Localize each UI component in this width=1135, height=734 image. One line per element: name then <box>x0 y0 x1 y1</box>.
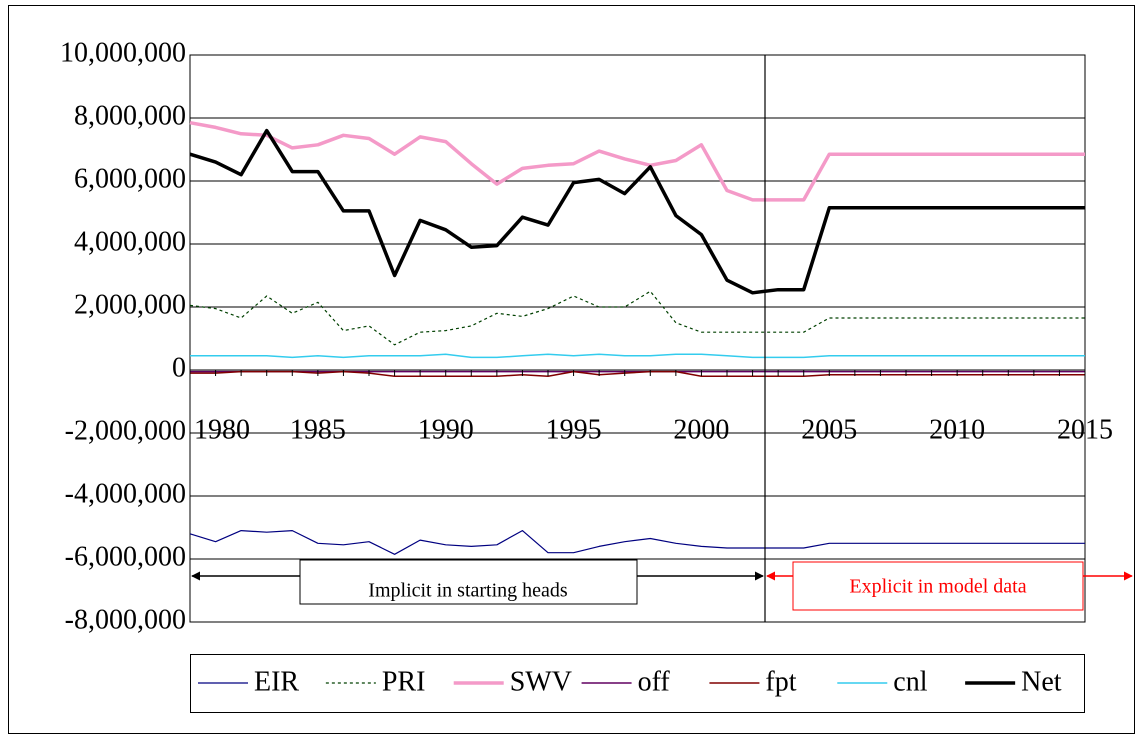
series-line <box>189 128 1085 295</box>
x-tick-label: 2015 <box>1057 414 1113 445</box>
x-tick-label: 1990 <box>418 414 474 445</box>
y-tick-label: -2,000,000 <box>65 415 186 446</box>
implicit-box <box>299 559 638 605</box>
legend-label: fpt <box>765 666 796 697</box>
plot-frame <box>189 54 1086 623</box>
legend-label: PRI <box>382 666 426 697</box>
legend-label: Net <box>1021 666 1062 697</box>
legend-label: off <box>638 666 671 697</box>
x-tick-label: 2000 <box>673 414 729 445</box>
y-tick-label: 10,000,000 <box>60 37 186 68</box>
y-tick-label: 8,000,000 <box>74 100 186 131</box>
y-tick-label: 2,000,000 <box>74 289 186 320</box>
legend-label: EIR <box>254 666 299 697</box>
legend-label: SWV <box>510 666 572 697</box>
x-tick-label: 2010 <box>929 414 985 445</box>
series-line <box>189 290 1085 346</box>
annotation: Implicit in starting heads <box>368 580 568 602</box>
y-tick-label: -6,000,000 <box>65 541 186 572</box>
explicit-box <box>792 561 1084 611</box>
series-line <box>189 120 1085 202</box>
lines <box>189 120 1085 555</box>
y-tick-label: -4,000,000 <box>65 478 186 509</box>
legend-items: EIR PRI SWV off fpt cnl Net <box>198 666 1062 697</box>
series-line <box>190 370 1085 378</box>
series-line <box>190 353 1085 359</box>
annotation: Explicit in model data <box>849 576 1026 598</box>
y-tick-label: 6,000,000 <box>74 163 186 194</box>
series-line <box>189 530 1085 555</box>
x-tick-label: 1985 <box>290 414 346 445</box>
x-tick-label: 2005 <box>801 414 857 445</box>
y-tick-label: 0 <box>172 352 186 383</box>
axes: -8,000,000 -6,000,000 -4,000,000 -2,000,000… <box>60 37 1113 635</box>
x-tick-label: 1980 <box>194 414 250 445</box>
legend-label: cnl <box>893 666 927 697</box>
y-tick-label: 4,000,000 <box>74 226 186 257</box>
x-tick-label: 1995 <box>546 414 602 445</box>
y-tick-label: -8,000,000 <box>65 604 186 635</box>
